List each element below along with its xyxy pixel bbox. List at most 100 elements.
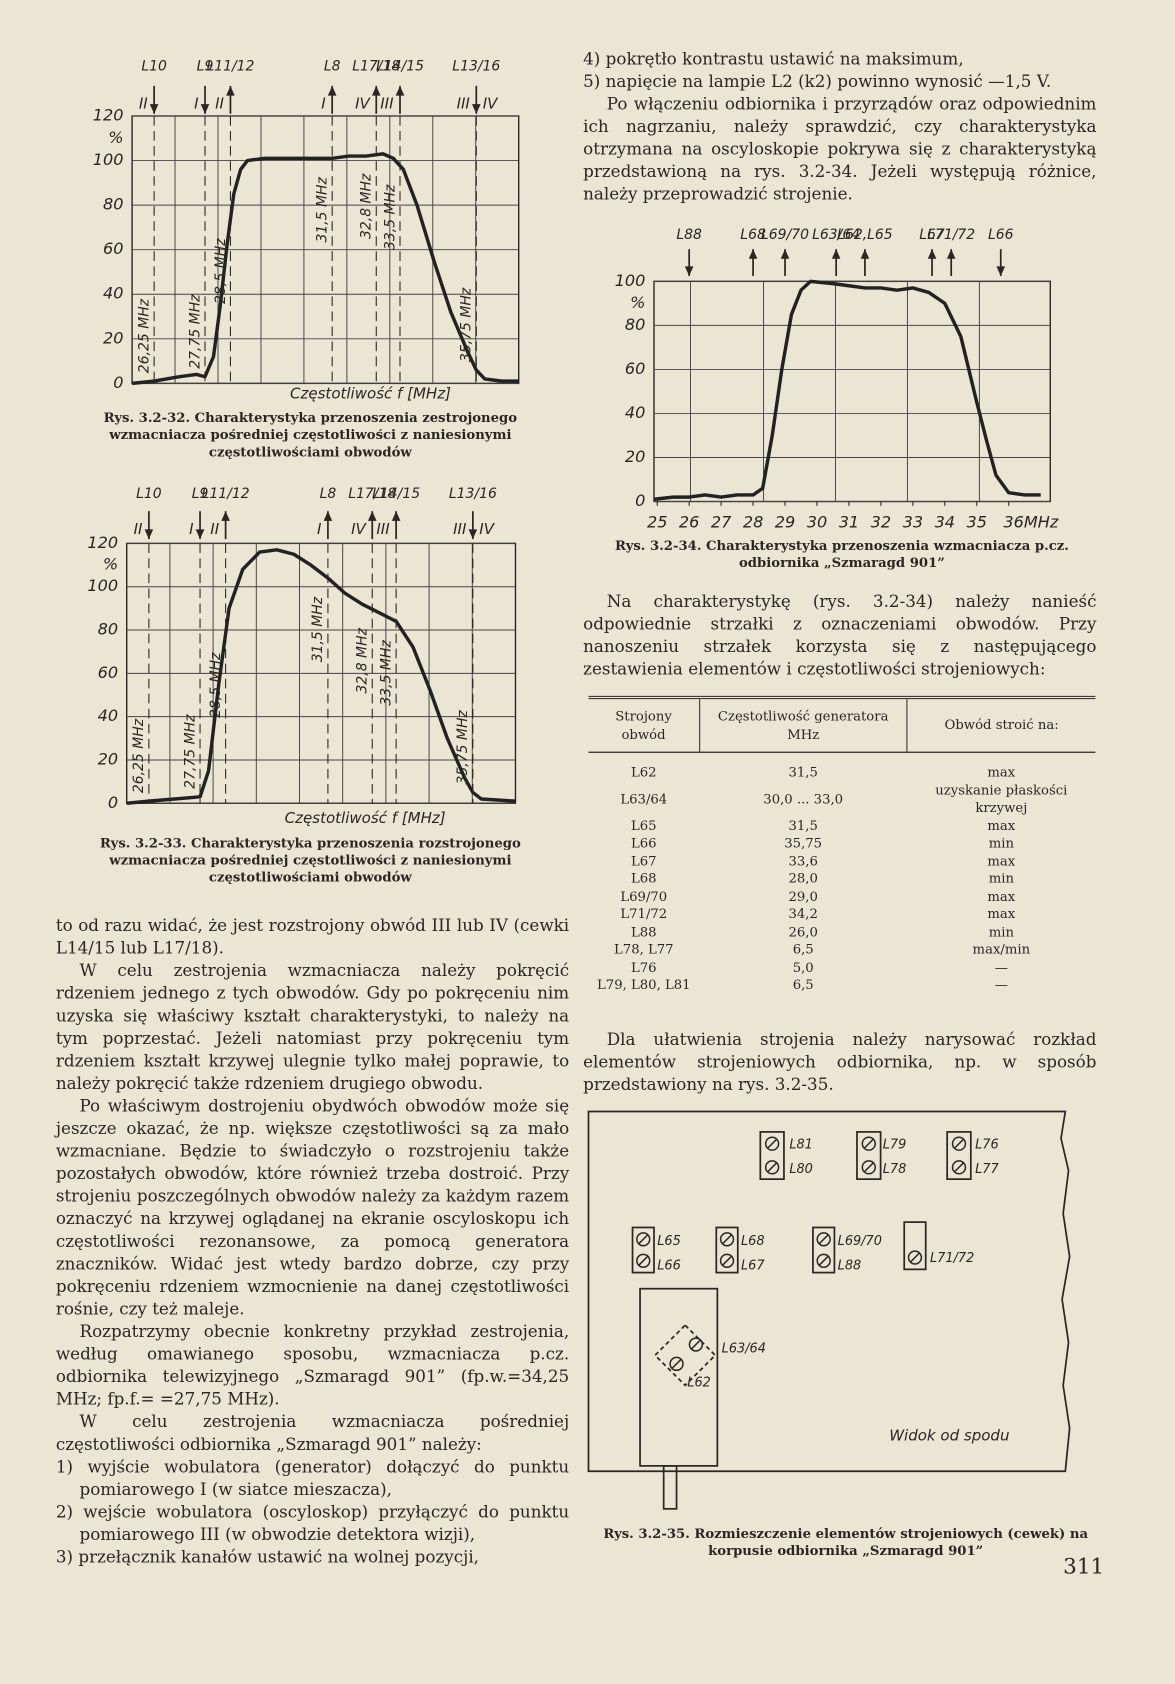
tuning-table: Strojony obwód Częstotliwość generatora …	[588, 695, 1096, 994]
table-cell: 31,5	[788, 817, 818, 833]
marker-label: L8	[320, 486, 337, 502]
chart: 0 20 40 60 80 100% 25 26 27 28 29 30 31 32 33 34 35 36MHz…	[615, 227, 1059, 531]
coil-label: L81	[789, 1137, 813, 1152]
x-tick-label: 32	[871, 512, 891, 531]
coil-box	[903, 1221, 927, 1271]
table-cell: L63/64	[620, 791, 668, 807]
figure-outline	[587, 1110, 1071, 1473]
coil-box	[856, 1131, 882, 1181]
y-tick-label: 100	[615, 271, 646, 290]
core-slot	[954, 1162, 964, 1173]
y-tick-label: 120	[93, 105, 124, 124]
marker-label: L13/16	[449, 486, 497, 502]
coil-box	[759, 1131, 785, 1181]
marker-frequency: 26,25 MHz	[131, 718, 147, 793]
table-cell: L79, L80, L81	[597, 977, 691, 993]
marker-frequency: 35,75 MHz	[459, 287, 475, 362]
marker-label: L62,L65	[837, 227, 893, 243]
figure-35-drawing	[587, 1110, 1071, 1510]
paragraph: 2) wejście wobulatora (oscyloskop) przył…	[55, 1502, 570, 1545]
y-tick-label: 60	[103, 239, 123, 258]
table-cell: max/min	[972, 941, 1031, 957]
marker-frequency: 35,75 MHz	[455, 710, 471, 785]
marker-arrowhead	[780, 249, 790, 259]
y-tick-label: 100	[87, 576, 118, 595]
x-tick-label: 25	[647, 512, 667, 531]
core-slot	[767, 1138, 777, 1149]
y-tick-label: 20	[103, 328, 123, 347]
marker-frequency: 32,8 MHz	[355, 627, 371, 693]
coil-label: Widok od spodu	[889, 1426, 1009, 1444]
marker-frequency: 33,5 MHz	[378, 640, 394, 706]
y-tick-label: 20	[625, 447, 645, 466]
marker-frequency: 26,25 MHz	[136, 298, 152, 373]
circuit-label: IV	[351, 520, 367, 538]
marker-arrowhead	[327, 85, 337, 96]
table-cell: 26,0	[788, 924, 818, 940]
coil-core	[861, 1160, 876, 1175]
y-tick-label: 100	[93, 150, 124, 169]
chart: 0 20 40 60 80 100 120% Częstotliwość f [MHz] L10…	[93, 59, 520, 403]
core-slot	[638, 1255, 649, 1266]
coil-label: L67	[741, 1259, 765, 1274]
table-row: L67 33,6 max	[588, 852, 1095, 870]
core-slot	[910, 1252, 920, 1263]
circuit-label: III	[453, 520, 467, 538]
table-cell: 5,0	[792, 959, 814, 975]
table-row: L63/64 30,0 ... 33,0 uzyskanie płaskości k…	[588, 781, 1095, 816]
table-cell: uzyskanie płaskości krzywej	[935, 782, 1068, 816]
x-axis-label: Częstotliwość f [MHz]	[285, 809, 446, 827]
table-cell: —	[994, 959, 1008, 975]
core-slot	[863, 1138, 874, 1149]
circuit-label: II	[134, 520, 143, 538]
core-slot	[863, 1162, 874, 1173]
coil-label: L68	[741, 1234, 765, 1249]
table-cell: L69/70	[620, 888, 668, 904]
table-cell: —	[994, 977, 1008, 993]
paragraph: 3) przełącznik kanałów ustawić na wolnej…	[55, 1547, 480, 1567]
table-cell: 29,0	[788, 888, 818, 904]
marker-label: L88	[676, 227, 702, 243]
table-cell: L78, L77	[614, 941, 674, 957]
response-curve	[126, 548, 516, 805]
coil-box	[946, 1131, 972, 1181]
x-tick-label: 26	[679, 512, 699, 531]
circuit-label: I	[317, 520, 322, 538]
x-tick-label: 30	[807, 512, 827, 531]
marker-label: L67	[919, 227, 945, 243]
y-tick-label: 40	[98, 706, 118, 725]
table-header: Strojony obwód	[588, 695, 700, 753]
marker-frequency: 27,75 MHz	[187, 294, 203, 369]
marker-label: L71/72	[927, 227, 975, 243]
coil-core	[951, 1136, 967, 1151]
coil-core	[951, 1160, 967, 1175]
marker-frequency: 31,5 MHz	[310, 596, 326, 662]
marker-arrowhead	[472, 104, 481, 114]
core-slot	[818, 1234, 829, 1245]
marker-arrowhead	[195, 529, 205, 540]
right-bottom-text: Dla ułatwienia strojenia należy narysowa…	[583, 1029, 1096, 1097]
coil-cores	[636, 1136, 967, 1372]
table-row: L62 31,5 max	[588, 752, 1095, 781]
table-header: Obwód stroić na:	[906, 695, 1096, 753]
coil-label: L76	[975, 1137, 999, 1152]
filter-pin	[662, 1465, 678, 1510]
core-slot	[691, 1339, 701, 1350]
y-axis-label: %	[103, 555, 118, 574]
chart: 0 20 40 60 80 100 120% Częstotliwość f [MHz] L10…	[87, 486, 517, 827]
marker-arrowhead	[371, 85, 381, 96]
table-cell: 35,75	[784, 835, 823, 851]
coil-core	[764, 1136, 780, 1151]
right-mid-text: Na charakterystykę (rys. 3.2-34) należy …	[583, 591, 1096, 681]
marker-frequency: 27,75 MHz	[182, 714, 198, 789]
circuit-label: II	[139, 95, 148, 113]
table-cell: L62	[631, 764, 657, 780]
x-tick-label: 29	[775, 512, 795, 531]
marker-arrowhead	[860, 249, 870, 259]
figure-caption: Rys. 3.2-35. Rozmieszczenie elementów st…	[603, 1524, 1089, 1559]
coil-box	[812, 1226, 836, 1274]
table-cell: L68	[631, 870, 657, 886]
figure-caption: Rys. 3.2-34. Charakterystyka przenoszeni…	[614, 536, 1069, 571]
